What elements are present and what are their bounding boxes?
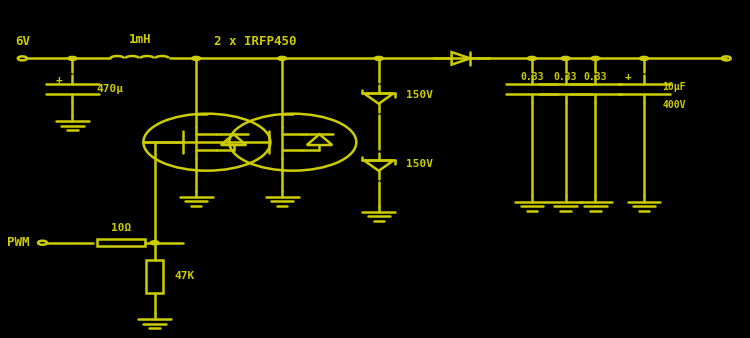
- Circle shape: [640, 56, 649, 61]
- Circle shape: [527, 56, 536, 61]
- Text: 10µF: 10µF: [662, 82, 686, 92]
- Text: 0.33: 0.33: [554, 72, 578, 82]
- Circle shape: [374, 56, 383, 61]
- Circle shape: [150, 241, 159, 245]
- Text: 470µ: 470µ: [96, 83, 123, 94]
- Text: +: +: [56, 75, 62, 85]
- Circle shape: [278, 56, 286, 61]
- Text: 400V: 400V: [662, 100, 686, 110]
- Text: 150V: 150V: [406, 90, 433, 100]
- Text: 2 x IRFP450: 2 x IRFP450: [214, 35, 297, 48]
- Text: 47K: 47K: [174, 271, 194, 281]
- Circle shape: [68, 56, 76, 61]
- Text: 10Ω: 10Ω: [111, 223, 131, 233]
- Text: 150V: 150V: [406, 159, 433, 169]
- Text: 1mH: 1mH: [128, 33, 151, 46]
- Circle shape: [591, 56, 600, 61]
- Text: PWM: PWM: [8, 236, 30, 249]
- Text: 0.33: 0.33: [584, 72, 608, 82]
- Circle shape: [192, 56, 201, 61]
- Text: 0.33: 0.33: [520, 72, 544, 82]
- Text: 6V: 6V: [15, 35, 30, 48]
- Text: +: +: [624, 72, 631, 82]
- Circle shape: [561, 56, 570, 61]
